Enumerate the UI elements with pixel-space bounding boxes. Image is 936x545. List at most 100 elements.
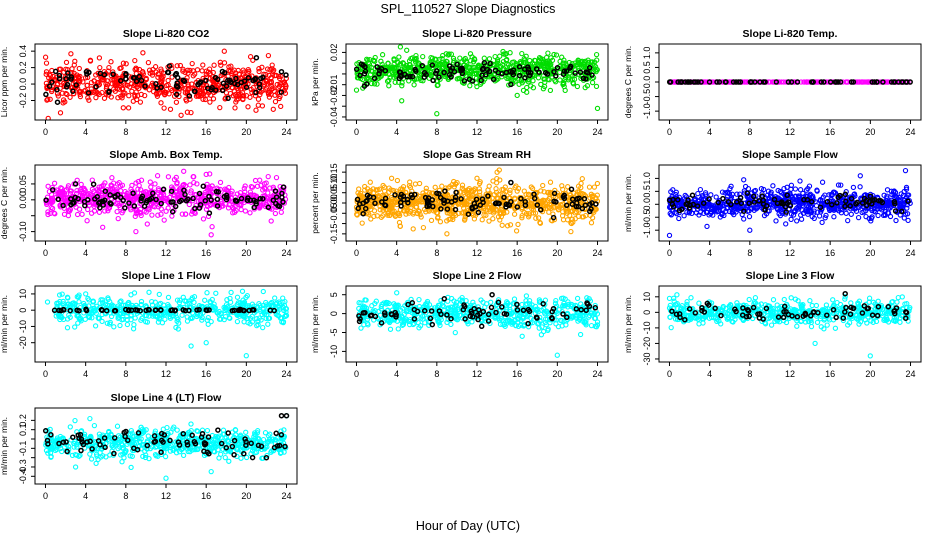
data-point (200, 69, 204, 73)
plot-points (667, 169, 912, 238)
data-point (209, 198, 213, 202)
data-point (784, 222, 788, 226)
data-point (148, 180, 152, 184)
data-point (795, 219, 799, 223)
data-point (54, 69, 58, 73)
data-point (279, 210, 283, 214)
x-tick-label: 8 (747, 248, 752, 258)
data-point (257, 69, 261, 73)
data-point (443, 189, 447, 193)
data-point (254, 56, 258, 60)
panel-title: Slope Li-820 Pressure (422, 28, 532, 40)
panel-title: Slope Line 1 Flow (122, 270, 212, 282)
data-point (844, 211, 848, 215)
data-point (739, 196, 743, 200)
data-point (360, 221, 364, 225)
x-tick-label: 20 (241, 248, 251, 258)
data-point (398, 45, 402, 49)
data-point (127, 106, 131, 110)
data-point (523, 76, 527, 80)
series-red (44, 49, 289, 120)
data-point (273, 100, 277, 104)
series-green (354, 45, 599, 116)
x-tick-label: 20 (552, 248, 562, 258)
data-point (116, 217, 120, 221)
data-point (175, 92, 179, 96)
data-point (150, 213, 154, 217)
data-point (502, 195, 506, 199)
panel-title: Slope Gas Stream RH (423, 149, 531, 161)
data-point (800, 217, 804, 221)
x-tick-label: 8 (747, 127, 752, 137)
data-point (541, 183, 545, 187)
data-point (233, 106, 237, 110)
data-point (271, 107, 275, 111)
x-tick-label: 12 (472, 248, 482, 258)
data-point (208, 100, 212, 104)
data-point (79, 182, 83, 186)
data-point (166, 175, 170, 179)
data-point (758, 80, 762, 84)
data-point (65, 326, 69, 330)
panel-title: Slope Sample Flow (742, 149, 839, 161)
data-point (78, 207, 82, 211)
data-point (421, 55, 425, 59)
x-tick-label: 12 (785, 127, 795, 137)
y-axis-label: Licor ppm per min. (0, 47, 9, 117)
data-point (500, 72, 504, 76)
data-point (266, 175, 270, 179)
y-tick-label: -0.04 (329, 107, 339, 128)
data-point (799, 188, 803, 192)
data-point (211, 97, 215, 101)
data-point (274, 189, 278, 193)
data-point (132, 204, 136, 208)
data-point (108, 193, 112, 197)
data-point (595, 106, 599, 110)
data-point (381, 53, 385, 57)
x-tick-label: 12 (472, 127, 482, 137)
data-point (254, 108, 258, 112)
y-axis: -1.0-0.50.00.51.0 (642, 47, 659, 119)
data-point (397, 55, 401, 59)
data-point (354, 88, 358, 92)
data-point (113, 195, 117, 199)
panel-title: Slope Li-820 CO2 (123, 28, 210, 40)
y-tick-label: -0.10 (18, 221, 28, 242)
series-magenta (44, 169, 288, 237)
data-point (205, 291, 209, 295)
x-tick-label: 24 (906, 248, 916, 258)
data-point (468, 84, 472, 88)
data-point (94, 96, 98, 100)
data-point (146, 61, 150, 65)
data-point (190, 62, 194, 66)
data-point (793, 187, 797, 191)
x-tick-label: 0 (667, 248, 672, 258)
data-point (53, 181, 57, 185)
data-point (179, 113, 183, 117)
data-point (256, 97, 260, 101)
data-point (412, 83, 416, 87)
data-point (115, 210, 119, 214)
data-point (138, 100, 142, 104)
data-point (201, 63, 205, 67)
x-tick-label: 24 (282, 127, 292, 137)
data-point (798, 179, 802, 183)
data-point (395, 178, 399, 182)
data-point (667, 233, 671, 237)
data-point (44, 55, 48, 59)
panel-title: Slope Li-820 Temp. (743, 28, 838, 40)
data-point (266, 54, 270, 58)
y-axis-label: ml/min per min. (623, 174, 633, 232)
data-point (218, 60, 222, 64)
data-point (429, 218, 433, 222)
data-point (76, 212, 80, 216)
plot-points (354, 168, 599, 236)
data-point (682, 214, 686, 218)
y-tick-label: -1.0 (642, 103, 652, 119)
data-point (58, 111, 62, 115)
